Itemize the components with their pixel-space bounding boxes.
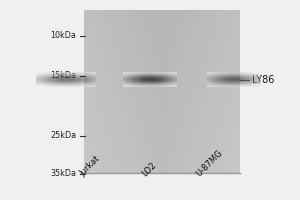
- Text: 25kDa: 25kDa: [50, 132, 76, 140]
- Text: Jurkat: Jurkat: [78, 154, 101, 178]
- Text: 10kDa: 10kDa: [51, 31, 76, 40]
- Text: 15kDa: 15kDa: [50, 72, 76, 80]
- Text: U-87MG: U-87MG: [195, 148, 225, 178]
- Text: LO2: LO2: [141, 160, 158, 178]
- Text: 35kDa: 35kDa: [50, 170, 76, 178]
- Text: LY86: LY86: [252, 75, 274, 85]
